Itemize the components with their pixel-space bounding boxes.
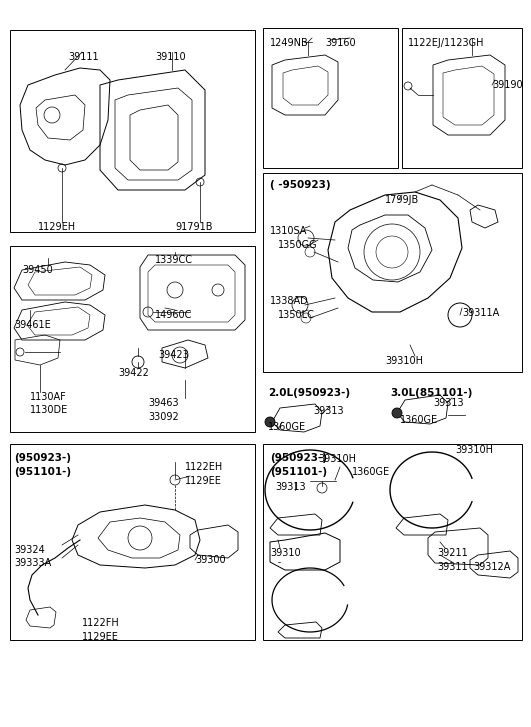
Text: 1130DE: 1130DE	[30, 405, 68, 415]
Text: (950923-): (950923-)	[14, 453, 71, 463]
Text: 1122EH: 1122EH	[185, 462, 223, 472]
Text: 2.0L(950923-): 2.0L(950923-)	[268, 388, 350, 398]
Text: 39311A: 39311A	[462, 308, 499, 318]
Text: 39312A: 39312A	[473, 562, 510, 572]
Text: 1249NB: 1249NB	[270, 38, 309, 48]
Text: 39333A: 39333A	[14, 558, 52, 568]
Text: (951101-): (951101-)	[14, 467, 71, 477]
Text: 1339CC: 1339CC	[155, 255, 193, 265]
Bar	[263, 444, 522, 640]
Text: 39450: 39450	[22, 265, 53, 275]
Text: 1799JB: 1799JB	[385, 195, 419, 205]
Text: 39160: 39160	[325, 38, 356, 48]
Text: ( -950923): ( -950923)	[270, 180, 331, 190]
Text: 1129EH: 1129EH	[38, 222, 76, 232]
Text: 39422: 39422	[118, 368, 149, 378]
Text: 1122FH: 1122FH	[82, 618, 120, 628]
Text: 1360GE: 1360GE	[268, 422, 306, 432]
Circle shape	[392, 408, 402, 418]
Bar	[263, 173, 522, 372]
Text: (950923-): (950923-)	[270, 453, 327, 463]
Text: 39313: 39313	[275, 482, 306, 492]
Text: (951101-): (951101-)	[270, 467, 327, 477]
Bar	[263, 28, 398, 168]
Text: 39313: 39313	[433, 398, 464, 408]
Circle shape	[265, 417, 275, 427]
Text: 39190: 39190	[492, 80, 523, 90]
Text: 39310: 39310	[270, 548, 301, 558]
Text: 39310H: 39310H	[385, 356, 423, 366]
Text: 39300: 39300	[195, 555, 226, 565]
Text: 1122EJ/1123GH: 1122EJ/1123GH	[408, 38, 484, 48]
Text: 1129EE: 1129EE	[185, 476, 222, 486]
Text: 1338AD: 1338AD	[270, 296, 309, 306]
Text: 39310H: 39310H	[318, 454, 356, 464]
Text: 1129EE: 1129EE	[82, 632, 119, 642]
Text: 14960C: 14960C	[155, 310, 192, 320]
Text: 91791B: 91791B	[175, 222, 212, 232]
Text: 3.0L(851101-): 3.0L(851101-)	[390, 388, 473, 398]
Text: 1360GE: 1360GE	[352, 467, 390, 477]
Text: 39310H: 39310H	[455, 445, 493, 455]
Text: 39461E: 39461E	[14, 320, 51, 330]
Bar	[10, 444, 255, 640]
Text: 1310SA: 1310SA	[270, 226, 307, 236]
Text: 39423: 39423	[158, 350, 189, 360]
Text: 39110: 39110	[155, 52, 186, 62]
Text: 39311: 39311	[437, 562, 468, 572]
Bar	[10, 246, 255, 432]
Bar	[402, 28, 522, 168]
Text: 1350LC: 1350LC	[278, 310, 315, 320]
Text: 1350GG: 1350GG	[278, 240, 318, 250]
Text: 33092: 33092	[148, 412, 179, 422]
Text: 39211: 39211	[437, 548, 468, 558]
Text: 39313: 39313	[313, 406, 344, 416]
Text: 39324: 39324	[14, 545, 45, 555]
Bar	[10, 30, 255, 232]
Text: 39463: 39463	[148, 398, 178, 408]
Text: 39111: 39111	[68, 52, 99, 62]
Text: 1360GE: 1360GE	[400, 415, 438, 425]
Text: 1130AF: 1130AF	[30, 392, 67, 402]
